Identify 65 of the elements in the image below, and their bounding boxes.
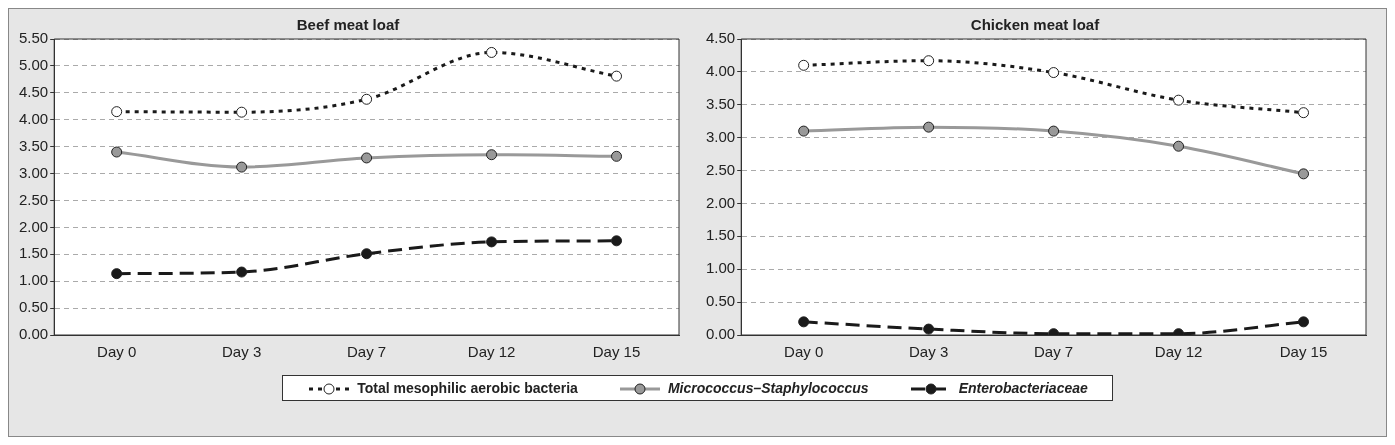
point xyxy=(611,150,623,162)
y-tick-label: 4.50 xyxy=(18,82,49,100)
y-tick-label: 0.00 xyxy=(18,325,49,343)
point xyxy=(1173,140,1185,152)
point xyxy=(798,125,810,137)
y-tick-label: 2.50 xyxy=(18,190,49,208)
x-tick-label: Day 0 xyxy=(784,343,824,361)
x-tick-label: Day 12 xyxy=(467,343,516,361)
point xyxy=(1298,316,1310,328)
y-tick-label: 1.50 xyxy=(705,226,736,244)
y-tick-label: 1.00 xyxy=(18,271,49,289)
point xyxy=(923,121,935,133)
point xyxy=(923,323,935,335)
point xyxy=(923,55,935,67)
point xyxy=(236,266,248,278)
legend-label: Micrococcus–Staphylococcus xyxy=(667,380,869,396)
y-tick-label: 2.00 xyxy=(18,217,49,235)
y-tick-label: 3.50 xyxy=(18,136,49,154)
point xyxy=(361,93,373,105)
legend-label: Total mesophilic aerobic bacteria xyxy=(357,380,578,396)
x-tick-label: Day 12 xyxy=(1154,343,1203,361)
x-tick-label: Day 15 xyxy=(1279,343,1328,361)
x-tick-label: Day 15 xyxy=(592,343,641,361)
y-tick-label: 0.50 xyxy=(705,292,736,310)
y-tick-label: 1.00 xyxy=(705,259,736,277)
point xyxy=(111,146,123,158)
y-tick-label: 1.50 xyxy=(18,244,49,262)
y-tick-label: 5.50 xyxy=(18,29,49,47)
y-tick-label: 4.00 xyxy=(705,62,736,80)
point xyxy=(486,236,498,248)
point xyxy=(798,59,810,71)
point xyxy=(361,152,373,164)
point xyxy=(236,106,248,118)
chart-title: Chicken meat loaf xyxy=(970,16,1101,34)
y-tick-label: 3.50 xyxy=(705,94,736,112)
point xyxy=(611,235,623,247)
point xyxy=(236,161,248,173)
y-tick-label: 2.00 xyxy=(705,193,736,211)
point xyxy=(486,149,498,161)
y-tick-label: 0.00 xyxy=(705,325,736,343)
point xyxy=(111,268,123,280)
x-tick-label: Day 7 xyxy=(347,343,387,361)
y-tick-label: 4.00 xyxy=(18,109,49,127)
y-tick-label: 0.50 xyxy=(18,298,49,316)
y-tick-label: 3.00 xyxy=(705,127,736,145)
point xyxy=(1048,125,1060,137)
point xyxy=(1048,67,1060,79)
point xyxy=(486,46,498,58)
legend-label: Enterobacteriaceae xyxy=(958,380,1088,396)
point xyxy=(1298,107,1310,119)
y-tick-label: 2.50 xyxy=(705,160,736,178)
x-tick-label: Day 3 xyxy=(222,343,262,361)
x-tick-label: Day 0 xyxy=(97,343,137,361)
point xyxy=(798,316,810,328)
point xyxy=(361,248,373,260)
point xyxy=(1298,168,1310,180)
y-tick-label: 3.00 xyxy=(18,163,49,181)
y-tick-label: 4.50 xyxy=(705,29,736,47)
chart-title: Beef meat loaf xyxy=(296,16,401,34)
y-tick-label: 5.00 xyxy=(18,56,49,74)
point xyxy=(1173,94,1185,106)
x-tick-label: Day 7 xyxy=(1034,343,1074,361)
point xyxy=(111,106,123,118)
x-tick-label: Day 3 xyxy=(909,343,949,361)
point xyxy=(611,70,623,82)
